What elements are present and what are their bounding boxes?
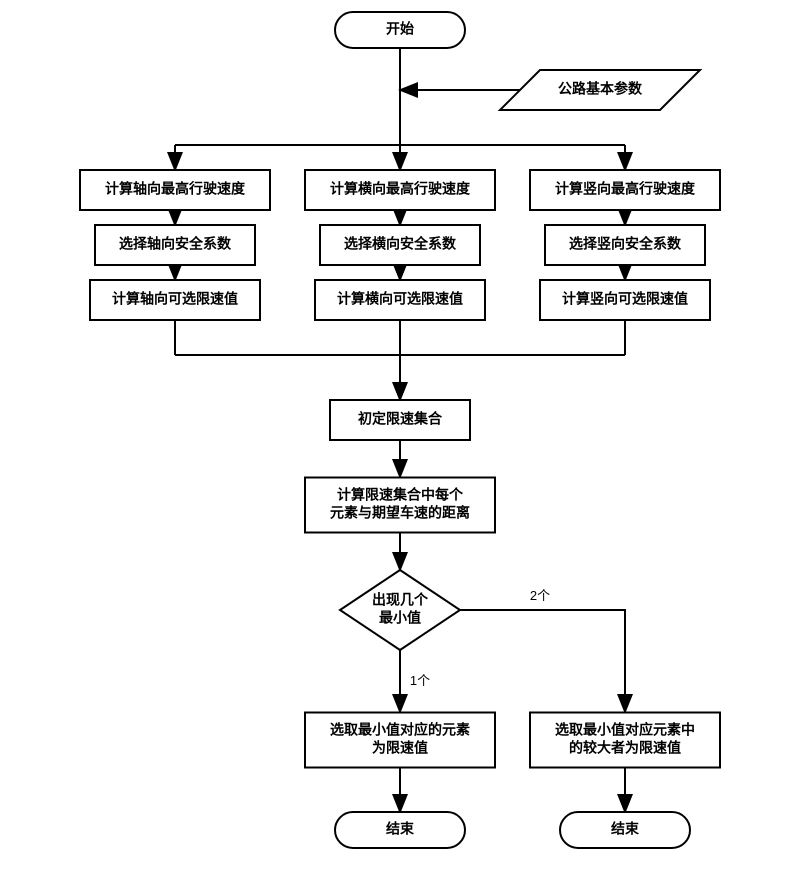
node-a3: 计算轴向可选限速值 <box>90 280 260 320</box>
svg-text:计算横向可选限速值: 计算横向可选限速值 <box>337 291 463 307</box>
node-c1: 计算竖向最高行驶速度 <box>530 170 720 210</box>
node-c3: 计算竖向可选限速值 <box>540 280 710 320</box>
node-end1: 结束 <box>335 812 465 848</box>
edge <box>460 610 625 712</box>
svg-text:为限速值: 为限速值 <box>372 740 428 756</box>
svg-text:计算轴向最高行驶速度: 计算轴向最高行驶速度 <box>105 181 246 197</box>
node-end2: 结束 <box>560 812 690 848</box>
svg-text:出现几个: 出现几个 <box>372 592 429 608</box>
svg-text:元素与期望车速的距离: 元素与期望车速的距离 <box>330 505 470 521</box>
node-calc: 计算限速集合中每个元素与期望车速的距离 <box>305 478 495 533</box>
node-init: 初定限速集合 <box>330 400 470 440</box>
svg-text:初定限速集合: 初定限速集合 <box>358 411 443 427</box>
node-a2: 选择轴向安全系数 <box>95 225 255 265</box>
svg-text:选择轴向安全系数: 选择轴向安全系数 <box>119 236 232 252</box>
svg-text:计算竖向可选限速值: 计算竖向可选限速值 <box>562 291 688 307</box>
svg-text:选择竖向安全系数: 选择竖向安全系数 <box>569 236 682 252</box>
node-start: 开始 <box>335 12 465 48</box>
svg-text:的较大者为限速值: 的较大者为限速值 <box>569 740 681 756</box>
svg-text:选取最小值对应元素中: 选取最小值对应元素中 <box>555 722 695 738</box>
edge-label: 2个 <box>530 588 550 603</box>
svg-text:结束: 结束 <box>386 821 415 837</box>
node-input: 公路基本参数 <box>500 70 700 110</box>
svg-text:结束: 结束 <box>611 821 640 837</box>
svg-text:计算横向最高行驶速度: 计算横向最高行驶速度 <box>330 181 471 197</box>
flowchart-canvas: 1个 2个 开始公路基本参数计算轴向最高行驶速度选择轴向安全系数计算轴向可选限速值… <box>0 0 800 891</box>
svg-text:计算限速集合中每个: 计算限速集合中每个 <box>337 487 464 503</box>
svg-text:计算竖向最高行驶速度: 计算竖向最高行驶速度 <box>555 181 696 197</box>
edge-label: 1个 <box>410 673 430 688</box>
svg-text:选择横向安全系数: 选择横向安全系数 <box>344 236 457 252</box>
svg-text:选取最小值对应的元素: 选取最小值对应的元素 <box>330 722 470 738</box>
svg-text:计算轴向可选限速值: 计算轴向可选限速值 <box>112 291 238 307</box>
node-sel1: 选取最小值对应的元素为限速值 <box>305 713 495 768</box>
svg-text:公路基本参数: 公路基本参数 <box>558 81 643 97</box>
svg-text:最小值: 最小值 <box>379 610 421 626</box>
node-b2: 选择横向安全系数 <box>320 225 480 265</box>
node-a1: 计算轴向最高行驶速度 <box>80 170 270 210</box>
node-dec: 出现几个最小值 <box>340 570 460 650</box>
svg-text:开始: 开始 <box>386 21 414 37</box>
node-b3: 计算横向可选限速值 <box>315 280 485 320</box>
node-sel2: 选取最小值对应元素中的较大者为限速值 <box>530 713 720 768</box>
node-b1: 计算横向最高行驶速度 <box>305 170 495 210</box>
node-c2: 选择竖向安全系数 <box>545 225 705 265</box>
